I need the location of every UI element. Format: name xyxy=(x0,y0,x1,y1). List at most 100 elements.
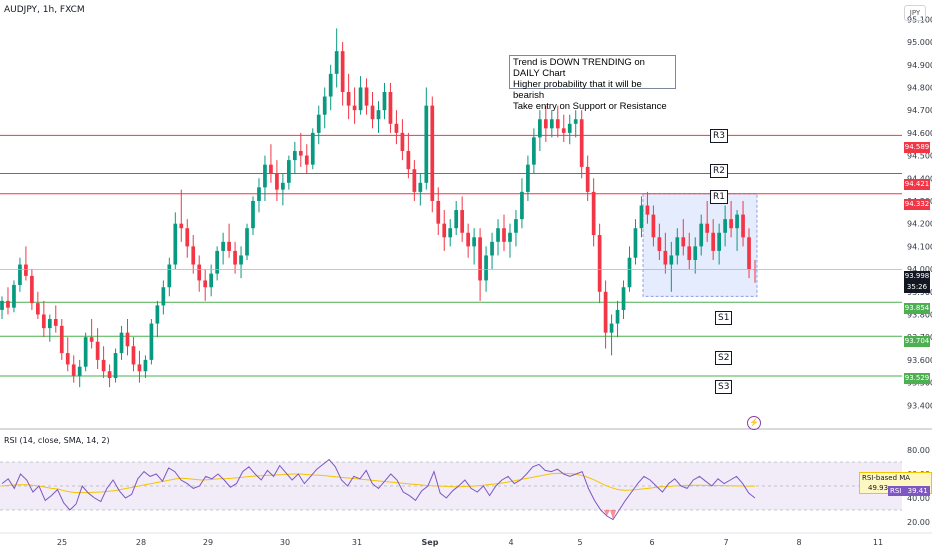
candle-body xyxy=(717,232,721,251)
time-tick-label: 4 xyxy=(508,538,513,547)
time-tick-label: 30 xyxy=(280,538,290,547)
candle-body xyxy=(735,214,739,229)
candle-body xyxy=(382,92,387,111)
candles[interactable] xyxy=(0,28,757,388)
lightning-icon[interactable]: ⚡ xyxy=(747,416,761,430)
level-label-s1[interactable]: S1 xyxy=(715,311,733,325)
candle-body xyxy=(508,232,512,242)
rsi-ma-line xyxy=(1,472,755,494)
annotation-line: Trend is DOWN TRENDING on DAILY Chart xyxy=(513,57,645,79)
candle-body xyxy=(633,228,638,258)
candle-body xyxy=(699,223,704,247)
candle-body xyxy=(65,353,70,365)
candle-body xyxy=(221,241,225,251)
level-label-s3[interactable]: S3 xyxy=(715,380,733,394)
candle-body xyxy=(346,92,351,106)
annotation-box[interactable]: Trend is DOWN TRENDING on DAILY Chart Hi… xyxy=(509,55,676,112)
candle-body xyxy=(358,87,363,111)
price-tag-s1: 93.854 xyxy=(904,303,930,314)
level-label-r2[interactable]: R2 xyxy=(710,164,728,178)
symbol-title[interactable]: AUDJPY, 1h, FXCM xyxy=(4,5,85,15)
countdown-tag: 35:26 xyxy=(904,282,930,293)
candle-body xyxy=(36,303,40,315)
level-label-r3[interactable]: R3 xyxy=(710,129,728,143)
candle-body xyxy=(454,210,459,229)
price-tag-s3: 93.529 xyxy=(904,373,930,384)
annotation-line: Take entry on Support or Resistance xyxy=(513,101,667,112)
candle-body xyxy=(233,250,237,265)
rsi-tick-label: 20.00 xyxy=(907,518,930,527)
candle-body xyxy=(179,223,184,229)
candle-body xyxy=(376,110,381,120)
time-tick-label: 11 xyxy=(873,538,883,547)
candle-body xyxy=(89,337,94,342)
candle-body xyxy=(543,119,548,129)
time-tick-label: 29 xyxy=(203,538,213,547)
price-tick-label: 94.400 xyxy=(907,174,932,183)
candle-body xyxy=(155,305,160,324)
candle-body xyxy=(496,228,500,242)
candle-body xyxy=(705,223,710,233)
candle-body xyxy=(657,237,662,251)
candle-body xyxy=(532,137,536,165)
candle-body xyxy=(520,191,524,220)
candle-body xyxy=(143,359,148,372)
candle-body xyxy=(12,284,16,308)
level-label-r1[interactable]: R1 xyxy=(710,190,728,204)
candle-body xyxy=(627,257,632,288)
price-tick-label: 94.500 xyxy=(907,152,932,161)
price-tick-label: 94.000 xyxy=(907,265,932,274)
candle-body xyxy=(101,359,106,372)
candle-body xyxy=(245,228,249,256)
candle-body xyxy=(549,119,554,129)
candle-body xyxy=(257,187,261,201)
candle-body xyxy=(203,280,208,288)
price-tick-label: 94.100 xyxy=(907,242,932,251)
candle-body xyxy=(251,200,255,229)
price-tick-label: 94.600 xyxy=(907,129,932,138)
price-tag-r3: 94.589 xyxy=(904,142,930,153)
candle-body xyxy=(741,214,745,238)
candle-body xyxy=(723,219,727,233)
time-tick-label: 28 xyxy=(136,538,146,547)
candle-body xyxy=(47,319,52,329)
rsi-value: 39.41 xyxy=(907,487,928,495)
candle-body xyxy=(645,205,650,215)
candle-body xyxy=(137,364,142,372)
candle-body xyxy=(424,105,429,183)
price-tick-label: 95.000 xyxy=(907,38,932,47)
candle-body xyxy=(209,273,214,288)
candle-body xyxy=(675,237,680,256)
candle-body xyxy=(585,166,590,192)
candle-body xyxy=(603,291,608,333)
candle-body xyxy=(561,128,566,133)
candle-body xyxy=(30,275,34,304)
price-tag-r2: 94.421 xyxy=(904,179,930,190)
candle-body xyxy=(310,132,315,165)
candle-body xyxy=(77,366,82,376)
candle-body xyxy=(125,332,130,347)
time-tick-label: 31 xyxy=(352,538,362,547)
candle-body xyxy=(478,237,482,281)
candle-body xyxy=(167,264,172,288)
currency-badge[interactable]: JPY xyxy=(904,5,926,21)
candle-body xyxy=(538,119,542,138)
level-label-s2[interactable]: S2 xyxy=(715,351,733,365)
time-tick-label: 25 xyxy=(57,538,67,547)
rsi-oversold-fill xyxy=(603,510,617,520)
time-tick-label: 7 xyxy=(723,538,728,547)
candle-body xyxy=(269,164,273,174)
rsi-title[interactable]: RSI (14, close, SMA, 14, 2) xyxy=(4,436,110,445)
price-tick-label: 93.800 xyxy=(907,310,932,319)
rsi-tick-label: 40.00 xyxy=(907,494,930,503)
price-axis[interactable]: 95.100 95.000 94.900 94.800 94.700 94.600 94.5… xyxy=(907,15,932,410)
price-tick-label: 94.700 xyxy=(907,106,932,115)
rsi-ma-value: 49.93 xyxy=(868,484,889,492)
candle-body xyxy=(609,323,614,333)
rsi-value-tag: RSI 39.41 xyxy=(888,486,930,496)
candle-body xyxy=(466,232,470,247)
candle-body xyxy=(275,173,279,190)
candle-body xyxy=(400,132,405,152)
candle-body xyxy=(340,51,345,92)
time-axis[interactable]: 25 28 29 30 31 Sep 4 5 6 7 8 11 xyxy=(57,538,883,547)
